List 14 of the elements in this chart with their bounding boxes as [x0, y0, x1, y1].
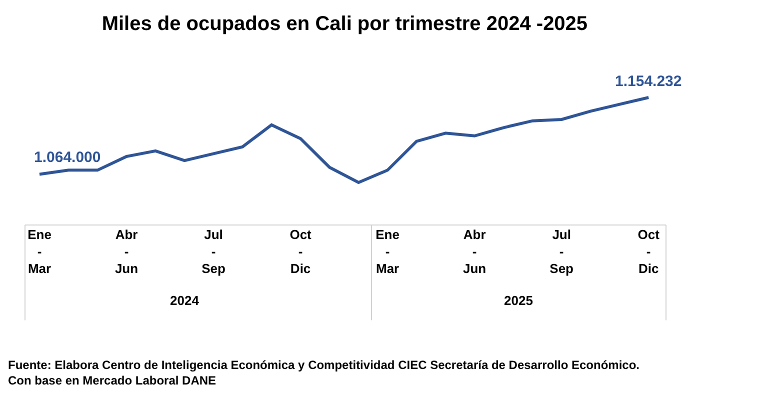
data-label: 1.154.232: [615, 73, 682, 90]
text: 2024: [170, 293, 200, 308]
x-tick-label: Oct - Dic: [290, 227, 312, 276]
data-label: 1.064.000: [34, 149, 101, 166]
source-note: Fuente: Elabora Centro de Inteligencia Económica y Competitividad CIEC Secretaría de Desarrollo Económico. Con base en Mercado Laboral DANE: [8, 358, 640, 388]
x-tick-label: Ene - Mar: [28, 227, 52, 276]
text: 2025: [504, 293, 533, 308]
x-tick-label: Jul - Sep: [202, 227, 226, 276]
chart-title: Miles de ocupados en Cali por trimestre 2024 -2025: [102, 12, 588, 35]
x-tick-label: Abr - Jun: [114, 227, 138, 276]
x-tick-label: Oct - Dic: [638, 227, 660, 276]
x-tick-label: Jul - Sep: [550, 227, 574, 276]
x-tick-label: Abr - Jun: [463, 227, 486, 276]
x-tick-label: Ene - Mar: [376, 227, 400, 276]
